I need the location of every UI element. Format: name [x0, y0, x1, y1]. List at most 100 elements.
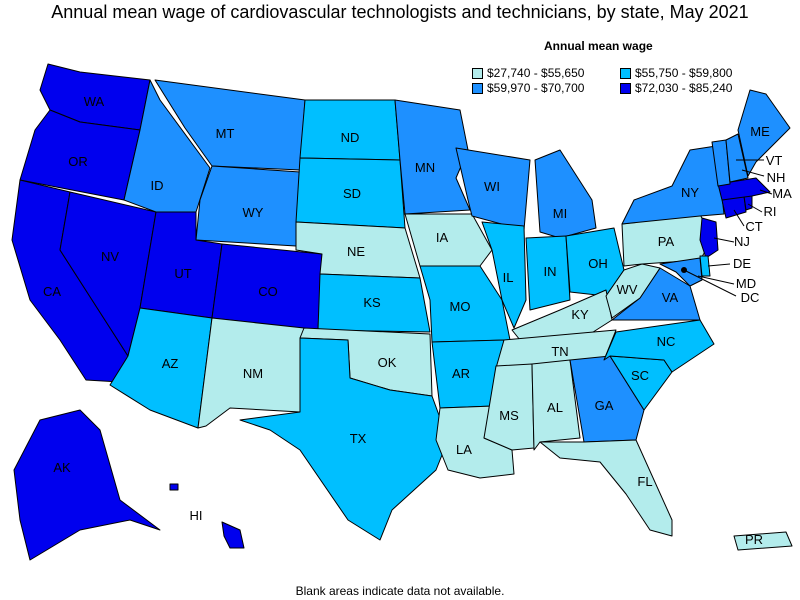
legend-swatch-2: [620, 67, 631, 79]
legend-label-3: $59,970 - $70,700: [487, 81, 585, 95]
leader-MA: [759, 189, 773, 195]
state-IL[interactable]: [481, 221, 527, 329]
label-KS: KS: [363, 295, 381, 310]
legend-swatch-3: [472, 82, 483, 94]
label-CT: CT: [745, 219, 762, 234]
leader-DE: [707, 263, 731, 267]
label-VA: VA: [662, 290, 679, 305]
state-TX[interactable]: [239, 337, 449, 541]
label-NE: NE: [347, 244, 365, 259]
label-MO: MO: [450, 299, 471, 314]
legend-item-1: $27,740 - $55,650: [472, 66, 584, 80]
label-OH: OH: [588, 256, 608, 271]
label-ID: ID: [151, 178, 164, 193]
state-MA[interactable]: [717, 177, 771, 201]
label-TX: TX: [350, 431, 367, 446]
label-AR: AR: [452, 366, 470, 381]
label-NY: NY: [681, 185, 699, 200]
state-FL[interactable]: [539, 439, 673, 537]
state-MI[interactable]: [534, 149, 597, 239]
leader-NJ: [713, 237, 735, 243]
legend-item-3: $59,970 - $70,700: [472, 81, 584, 95]
legend-title: Annual mean wage: [544, 39, 653, 53]
state-VT[interactable]: [711, 139, 731, 187]
label-PA: PA: [658, 234, 675, 249]
label-IA: IA: [436, 230, 449, 245]
state-HI[interactable]: [221, 521, 245, 549]
legend-label-4: $72,030 - $85,240: [635, 81, 733, 95]
label-CA: CA: [43, 284, 61, 299]
state-WY[interactable]: [195, 165, 301, 247]
leader-CT: [733, 209, 745, 227]
label-ND: ND: [341, 130, 360, 145]
state-WI[interactable]: [455, 147, 531, 231]
state-IA[interactable]: [404, 213, 493, 267]
label-MN: MN: [415, 160, 435, 175]
label-LA: LA: [456, 442, 472, 457]
label-OK: OK: [378, 355, 397, 370]
state-HI-islands[interactable]: [169, 483, 179, 491]
legend-swatch-1: [472, 67, 483, 79]
label-MI: MI: [553, 206, 567, 221]
label-IN: IN: [544, 264, 557, 279]
states-layer: [11, 63, 793, 561]
state-ME[interactable]: [737, 89, 791, 177]
state-WV[interactable]: [605, 263, 661, 319]
label-WY: WY: [243, 205, 264, 220]
state-MS[interactable]: [483, 363, 535, 451]
map-title: Annual mean wage of cardiovascular techn…: [51, 2, 749, 22]
label-UT: UT: [174, 266, 191, 281]
label-PR: PR: [745, 532, 763, 547]
label-AL: AL: [547, 400, 563, 415]
label-NM: NM: [243, 366, 263, 381]
label-AK: AK: [53, 460, 71, 475]
state-NC[interactable]: [603, 319, 715, 373]
state-MD[interactable]: [659, 257, 703, 287]
state-MN[interactable]: [394, 99, 471, 215]
label-TN: TN: [551, 344, 568, 359]
label-AZ: AZ: [162, 356, 179, 371]
labels-layer: WA OR CA NV UT CO AK HI NJ CT MA RI MT I…: [43, 94, 792, 547]
label-WA: WA: [84, 94, 105, 109]
state-NY[interactable]: [621, 145, 725, 225]
label-SD: SD: [343, 186, 361, 201]
label-CO: CO: [258, 284, 278, 299]
leader-RI: [747, 203, 763, 213]
state-KS[interactable]: [317, 273, 431, 333]
label-OR: OR: [68, 154, 88, 169]
legend-item-4: $72,030 - $85,240: [620, 81, 732, 95]
label-ME: ME: [750, 124, 770, 139]
label-NH: NH: [767, 170, 786, 185]
leader-NH: [741, 169, 765, 177]
label-DE: DE: [733, 256, 751, 271]
legend-swatch-4: [620, 82, 631, 94]
state-IN[interactable]: [525, 235, 571, 311]
label-SC: SC: [631, 368, 649, 383]
dc-marker: [681, 267, 687, 273]
state-PR[interactable]: [733, 531, 793, 551]
state-AL[interactable]: [531, 359, 581, 451]
state-RI[interactable]: [743, 195, 753, 211]
state-AK[interactable]: [13, 409, 161, 561]
label-WI: WI: [484, 179, 500, 194]
label-VT: VT: [766, 153, 783, 168]
legend-item-2: $55,750 - $59,800: [620, 66, 732, 80]
label-DC: DC: [741, 290, 760, 305]
leader-DC: [683, 269, 737, 297]
label-HI: HI: [190, 508, 203, 523]
label-MA: MA: [772, 186, 792, 201]
legend-label-2: $55,750 - $59,800: [635, 66, 733, 80]
label-NC: NC: [657, 334, 676, 349]
label-WV: WV: [617, 282, 638, 297]
state-MT[interactable]: [154, 79, 306, 171]
label-MS: MS: [499, 408, 519, 423]
label-MT: MT: [216, 126, 235, 141]
state-GA[interactable]: [569, 355, 645, 443]
label-RI: RI: [764, 204, 777, 219]
state-NJ[interactable]: [699, 217, 719, 259]
footnote: Blank areas indicate data not available.: [295, 584, 505, 598]
legend-label-1: $27,740 - $55,650: [487, 66, 585, 80]
label-GA: GA: [595, 398, 614, 413]
label-NV: NV: [101, 249, 119, 264]
